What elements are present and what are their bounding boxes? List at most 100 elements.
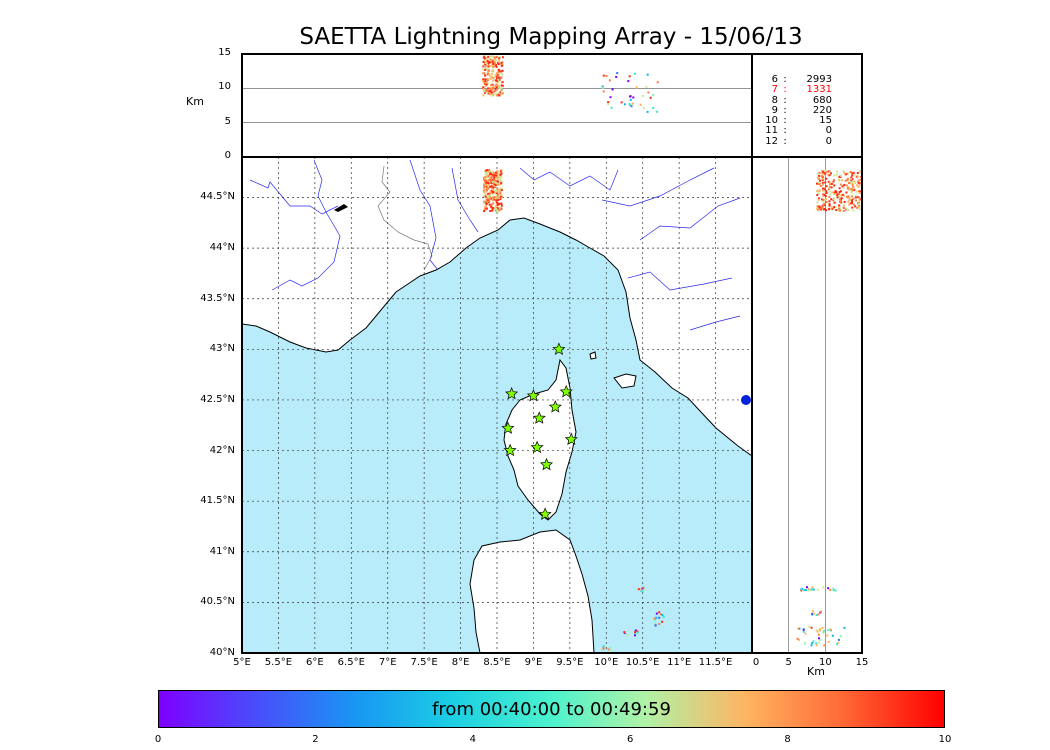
- lightning-point: [488, 179, 491, 182]
- lightning-point: [498, 187, 501, 190]
- lightning-point: [499, 56, 501, 59]
- lightning-point: [822, 200, 825, 203]
- lightning-point: [816, 190, 819, 193]
- lightning-point: [856, 206, 859, 209]
- lightning-point: [500, 172, 503, 175]
- lightning-point: [824, 195, 827, 197]
- lightning-point: [485, 184, 488, 187]
- lightning-point: [496, 94, 499, 97]
- lightning-point: [832, 207, 835, 210]
- lightning-point: [646, 110, 649, 113]
- station-star: [539, 457, 554, 471]
- lightning-point: [484, 80, 487, 83]
- lightning-point: [493, 85, 496, 88]
- lightning-point: [501, 84, 504, 87]
- latitude-tick: 42.5°N: [200, 393, 235, 405]
- lightning-point: [497, 176, 500, 179]
- lightning-point: [821, 172, 824, 175]
- lightning-point: [822, 177, 825, 180]
- altitude-panel-frame: [241, 53, 753, 158]
- lightning-point: [841, 185, 844, 188]
- lightning-point: [609, 646, 612, 649]
- lightning-point: [491, 94, 493, 97]
- lightning-point: [489, 190, 492, 193]
- source-count: 680: [812, 94, 832, 106]
- lightning-point: [628, 103, 631, 106]
- borders: [377, 165, 433, 271]
- lightning-point: [494, 172, 497, 175]
- longitude-tick: 9.5°E: [556, 657, 584, 668]
- lightning-point: [484, 78, 487, 81]
- lightning-point: [500, 206, 503, 209]
- separator: :: [783, 115, 787, 127]
- lightning-point: [484, 74, 487, 77]
- lightning-point: [853, 180, 856, 183]
- lightning-point: [841, 179, 844, 182]
- lightning-point: [827, 640, 830, 643]
- lightning-point: [493, 196, 496, 198]
- colorbar-tick: 6: [627, 734, 634, 745]
- lightning-point: [489, 196, 492, 199]
- lightning-point: [500, 196, 503, 199]
- lightning-point: [829, 185, 832, 188]
- count-row: 6: 2993: [760, 74, 832, 85]
- lightning-point: [828, 200, 831, 203]
- lightning-point: [487, 92, 490, 95]
- lightning-point: [487, 62, 490, 65]
- lightning-point: [483, 195, 486, 197]
- station-number: 11: [765, 125, 778, 137]
- lightning-point: [487, 201, 490, 204]
- lightning-point: [852, 209, 855, 212]
- lightning-point: [486, 189, 489, 192]
- lightning-point: [811, 612, 813, 615]
- lightning-point: [846, 178, 849, 181]
- count-row: 7: 1331: [760, 84, 832, 95]
- lightning-point: [828, 181, 831, 184]
- lightning-point: [858, 202, 860, 205]
- lightning-point: [636, 631, 639, 634]
- lightning-point: [845, 207, 848, 210]
- lightning-point: [833, 184, 836, 187]
- lightning-point: [497, 78, 500, 81]
- longitude-tick: 6.5°E: [337, 657, 365, 668]
- lightning-point: [491, 205, 494, 208]
- lightning-point: [823, 190, 826, 193]
- lightning-point: [842, 206, 845, 209]
- lightning-point: [854, 182, 857, 184]
- lightning-point: [484, 205, 487, 208]
- lightning-point: [610, 650, 613, 653]
- lightning-point: [495, 83, 498, 86]
- lightning-point: [634, 632, 637, 635]
- rivers: [249, 159, 741, 331]
- lightning-point: [491, 192, 494, 195]
- lightning-point: [804, 632, 807, 635]
- lightning-point: [601, 648, 604, 651]
- colorbar-tick: 4: [469, 734, 476, 745]
- lightning-point: [491, 191, 494, 194]
- lightning-point: [828, 204, 831, 207]
- lightning-point: [486, 60, 489, 62]
- lightning-point: [639, 103, 642, 106]
- lightning-point: [500, 76, 503, 79]
- lightning-point: [859, 178, 862, 181]
- lightning-point: [484, 177, 487, 180]
- lightning-point: [815, 644, 818, 647]
- lightning-point: [829, 183, 831, 185]
- side-tick: 0: [752, 657, 760, 668]
- lightning-point: [486, 186, 489, 189]
- lightning-point: [825, 192, 828, 194]
- longitude-tick: 10.5°E: [625, 657, 660, 668]
- lightning-point: [490, 90, 493, 93]
- longitude-tick: 11.5°E: [698, 657, 733, 668]
- lightning-point: [499, 192, 502, 195]
- lightning-point: [485, 181, 488, 184]
- lightning-point: [487, 192, 490, 195]
- lightning-point: [484, 64, 487, 67]
- lightning-point: [495, 199, 498, 202]
- lightning-point: [820, 175, 823, 177]
- altitude-tick: 0: [224, 150, 231, 161]
- lightning-point: [495, 210, 498, 213]
- lightning-point: [487, 175, 490, 178]
- lightning-point: [495, 192, 498, 195]
- lightning-point: [487, 195, 490, 197]
